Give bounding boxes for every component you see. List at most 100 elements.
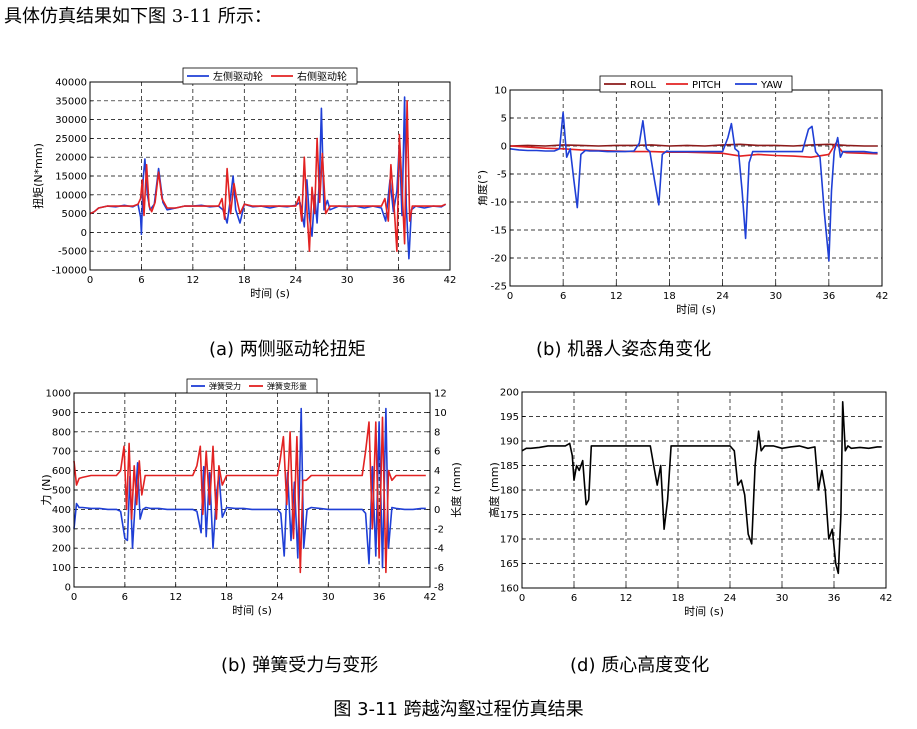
x-tick-label: 36 [392,275,405,286]
x-tick-label: 6 [571,593,577,604]
y-tick-label: 5 [501,114,507,125]
y-tick-label: -5000 [58,247,87,258]
subcaption-b-attitude: (b) 机器人姿态角变化 [536,339,712,360]
legend-label-0: 弹簧受力 [209,381,241,391]
legend-label-1: 弹簧变形量 [267,381,307,391]
x-tick-label: 30 [776,593,789,604]
x-tick-label: 0 [71,592,77,603]
y2-tick-label: -4 [434,544,444,555]
y-tick-label: 180 [500,486,519,497]
y-tick-label: 175 [500,510,519,521]
y2-tick-label: 4 [434,466,440,477]
y-tick-label: 25000 [55,134,87,145]
y-tick-label: 200 [500,388,519,399]
y-tick-label: 5000 [62,209,87,220]
y-tick-label: 40000 [55,78,87,89]
y-tick-label: 400 [52,505,71,516]
series-line-1 [89,99,447,252]
y-tick-label: -10 [491,198,507,209]
x-tick-label: 12 [620,593,633,604]
x-axis-label: 时间 (s) [232,604,272,617]
x-tick-label: 24 [724,593,737,604]
y-tick-label: 800 [52,427,71,438]
x-axis-label: 时间 (s) [684,605,724,618]
y-axis-label: 角度(°) [478,170,489,206]
y2-tick-label: 6 [434,447,440,458]
chart-robot-attitude-angle: 0 6 12 18 24 30 36 42 -25 -20 -15 -10 -5 0 5 10 时间 (s) 角度… [478,75,888,316]
x-tick-label: 30 [769,291,782,302]
x-tick-label: 24 [716,291,729,302]
y-tick-label: 30000 [55,115,87,126]
y-axis-label: 高度 (mm) [487,462,501,518]
x-tick-label: 18 [220,592,233,603]
legend-label-2: YAW [760,80,783,91]
y2-tick-label: 12 [434,389,447,400]
subcaption-a: (a) 两侧驱动轮扭矩 [209,339,366,360]
series-line-0 [521,400,882,575]
chart-com-height: 0 6 12 18 24 30 36 42 160 165 170 175 180 185 190 195 20… [487,388,892,619]
y2-tick-label: -8 [434,583,444,594]
y2-tick-label: 2 [434,486,440,497]
x-tick-label: 24 [289,275,302,286]
x-tick-label: 0 [87,275,93,286]
subcaption-b-spring: (b) 弹簧受力与变形 [221,655,379,676]
legend-box [599,75,793,93]
y-tick-label: 190 [500,437,519,448]
x-tick-label: 42 [424,592,437,603]
y-axis-label: 扭矩(N*mm) [31,143,45,209]
y2-axis-label: 长度 (mm) [449,462,463,518]
y-tick-label: 700 [52,447,71,458]
series-line-0 [509,143,878,147]
legend-label-1: PITCH [692,80,721,91]
y2-tick-label: -2 [434,524,444,535]
y-tick-label: 0 [501,142,507,153]
y-tick-label: 900 [52,408,71,419]
series-line-1 [509,142,878,158]
y-tick-label: 200 [52,544,71,555]
x-tick-label: 0 [519,593,525,604]
legend-label-1: 右侧驱动轮 [297,70,347,83]
x-tick-label: 42 [444,275,457,286]
x-tick-label: 12 [169,592,182,603]
x-tick-label: 6 [560,291,566,302]
x-tick-label: 24 [271,592,284,603]
y-tick-label: -20 [491,254,507,265]
y-tick-label: -5 [497,170,507,181]
legend-label-0: 左侧驱动轮 [213,70,263,83]
x-axis-label: 时间 (s) [676,303,716,316]
y-tick-label: -15 [491,226,507,237]
chart-spring-force-deformation: 0 6 12 18 24 30 36 4201002003004005006007008009… [40,378,463,617]
x-tick-label: 30 [341,275,354,286]
y-tick-label: 0 [65,583,71,594]
x-tick-label: 18 [672,593,685,604]
x-tick-label: 12 [610,291,623,302]
y-tick-label: -10000 [52,266,87,277]
y-tick-label: 500 [52,486,71,497]
x-tick-label: 36 [828,593,841,604]
y-tick-label: 100 [52,563,71,574]
plot-frame [521,391,887,589]
y-tick-label: 15000 [55,172,87,183]
y-tick-label: 1000 [46,389,71,400]
y-tick-label: 165 [500,559,519,570]
y2-tick-label: 8 [434,427,440,438]
y2-tick-label: 10 [434,408,447,419]
y-tick-label: 600 [52,466,71,477]
x-tick-label: 18 [238,275,251,286]
series-line-1 [73,416,426,574]
y-tick-label: 160 [500,584,519,595]
x-tick-label: 36 [822,291,835,302]
intro-text: 具体仿真结果如下图 3-11 所示： [4,6,272,27]
x-tick-label: 6 [138,275,144,286]
x-tick-label: 12 [186,275,199,286]
y-tick-label: 20000 [55,153,87,164]
y2-tick-label: 0 [434,505,440,516]
y2-tick-label: -6 [434,563,444,574]
y-tick-label: 300 [52,524,71,535]
y-tick-label: -25 [491,282,507,293]
y-tick-label: 195 [500,412,519,423]
x-tick-label: 36 [373,592,386,603]
figure-caption: 图 3-11 跨越沟壑过程仿真结果 [333,699,584,720]
plot-area [510,90,882,286]
y-tick-label: 10 [494,86,507,97]
